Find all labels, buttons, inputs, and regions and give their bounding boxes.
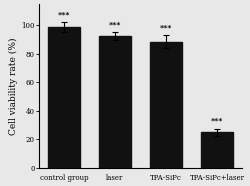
Bar — [150, 42, 182, 168]
Text: ***: *** — [58, 10, 70, 18]
Bar — [48, 27, 80, 168]
Y-axis label: Cell viability rate (%): Cell viability rate (%) — [9, 37, 18, 135]
Bar — [99, 36, 131, 168]
Text: ***: *** — [211, 117, 223, 125]
Bar — [201, 132, 233, 168]
Text: ***: *** — [109, 20, 121, 28]
Text: ***: *** — [160, 24, 172, 32]
